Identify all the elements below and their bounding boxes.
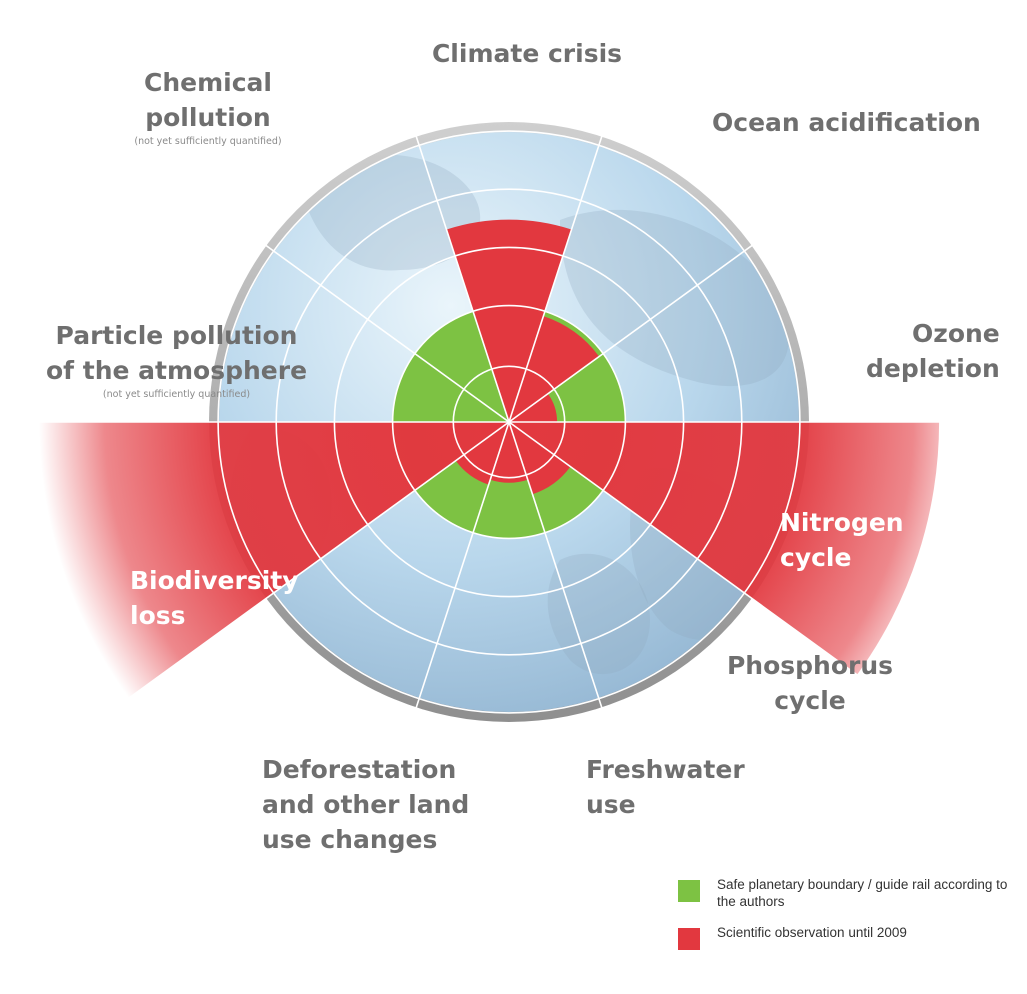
label-line: Deforestation <box>262 755 457 784</box>
label-line: cycle <box>774 686 846 715</box>
label-note: (not yet sufficiently quantified) <box>102 389 251 400</box>
label-freshwater-use: Freshwater use <box>586 752 745 822</box>
legend-label-safe-boundary: Safe planetary boundary / guide rail acc… <box>717 877 1008 909</box>
label-line: Freshwater <box>586 755 745 784</box>
label-particle-pollution-of-the-atmosphere: Particle pollution of the atmosphere (not … <box>46 318 307 401</box>
observed-biodiversity-loss <box>28 422 510 705</box>
sector-divider <box>508 139 898 423</box>
label-note: (not yet sufficiently quantified) <box>134 136 282 147</box>
label-biodiversity-loss: Biodiversity loss <box>130 563 299 633</box>
sector-divider <box>508 0 647 423</box>
observed-phosphorus-cycle <box>509 422 571 495</box>
label-climate-crisis: Climate crisis <box>432 36 622 71</box>
sector-divider <box>371 0 510 423</box>
legend-swatch-green <box>678 880 700 902</box>
legend-item-safe-boundary: Safe planetary boundary / guide rail acc… <box>675 876 1020 910</box>
observed-climate-crisis <box>446 219 572 422</box>
label-nitrogen-cycle: Nitrogen cycle <box>780 505 904 575</box>
label-chemical-pollution: Chemical pollution (not yet sufficiently q… <box>134 65 281 148</box>
label-ozone-depletion: Ozone depletion <box>866 316 1000 386</box>
safe-boundary-particle-pollution-of-the-atmosphere <box>392 353 509 422</box>
legend: Safe planetary boundary / guide rail acc… <box>675 876 1020 955</box>
continent-shape <box>300 154 481 271</box>
observed-freshwater-use <box>490 422 528 483</box>
sector-divider <box>359 421 510 879</box>
label-ocean-acidification: Ocean acidification <box>712 105 981 140</box>
legend-swatch-red <box>678 928 700 950</box>
sector-divider <box>120 139 510 423</box>
label-line: loss <box>130 601 186 630</box>
observed-ozone-depletion <box>509 393 558 422</box>
legend-item-observation: Scientific observation until 2009 <box>675 924 1020 950</box>
safe-boundary-chemical-pollution <box>414 311 509 422</box>
sector-divider <box>508 421 659 879</box>
sector-divider <box>508 421 898 705</box>
continent-shape <box>560 209 789 387</box>
label-line: Phosphorus <box>726 651 894 680</box>
label-line: Nitrogen <box>780 508 904 537</box>
label-line: Particle pollution <box>55 321 298 350</box>
label-line: use changes <box>262 825 438 854</box>
label-line: depletion <box>866 354 1000 383</box>
label-line: Ozone <box>912 319 1000 348</box>
observed-nitrogen-cycle <box>509 422 940 675</box>
label-line: Chemical <box>144 68 272 97</box>
legend-label-observation: Scientific observation until 2009 <box>717 925 907 940</box>
label-phosphorus-cycle: Phosphorus cycle <box>727 648 893 718</box>
label-line: Biodiversity <box>130 566 299 595</box>
label-line: and other land <box>262 790 470 819</box>
label-line: pollution <box>145 103 271 132</box>
label-deforestation-and-other-land-use-changes: Deforestation and other land use changes <box>262 752 469 857</box>
label-line: use <box>586 790 636 819</box>
label-line: Climate crisis <box>431 39 623 68</box>
sector-divider <box>120 421 510 705</box>
observed-deforestation-and-other-land-use-changes <box>455 422 509 485</box>
observed-ocean-acidification <box>509 316 600 422</box>
label-line: Ocean acidification <box>712 108 981 137</box>
label-line: cycle <box>780 543 852 572</box>
label-line: of the atmosphere <box>46 356 308 385</box>
